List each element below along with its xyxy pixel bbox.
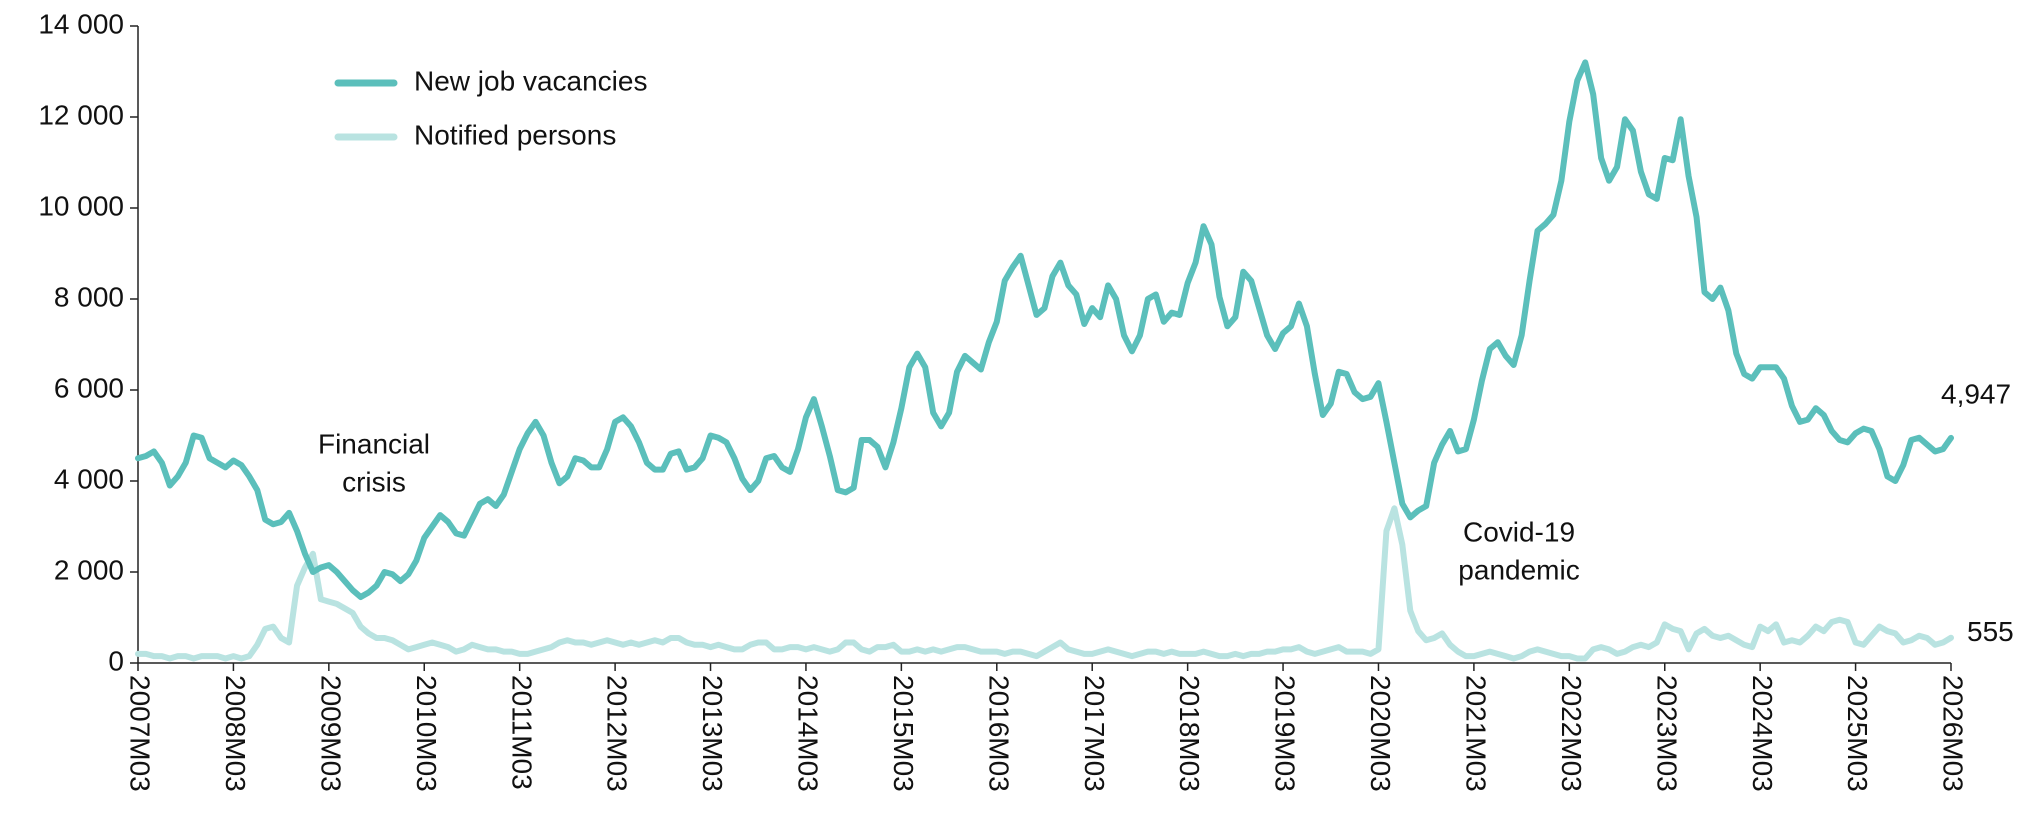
y-tick-label: 6 000: [54, 372, 124, 403]
x-tick-label: 2017M03: [1079, 675, 1110, 792]
x-tick-label: 2016M03: [983, 675, 1014, 792]
annotation: pandemic: [1458, 554, 1579, 585]
x-tick-label: 2020M03: [1365, 675, 1396, 792]
value-label: 555: [1967, 616, 2014, 647]
series-line: [135, 505, 1954, 662]
annotation: Financial: [318, 428, 430, 459]
x-tick-label: 2019M03: [1270, 675, 1301, 792]
x-tick-label: 2014M03: [793, 675, 824, 792]
x-tick-label: 2022M03: [1556, 675, 1587, 792]
y-tick-label: 4 000: [54, 463, 124, 494]
x-tick-label: 2021M03: [1461, 675, 1492, 792]
legend-label: Notified persons: [414, 119, 616, 150]
legend-label: New job vacancies: [414, 65, 647, 96]
x-tick-label: 2018M03: [1174, 675, 1205, 792]
x-tick-label: 2023M03: [1651, 675, 1682, 792]
x-tick-label: 2009M03: [315, 675, 346, 792]
annotation: Covid-19: [1463, 516, 1575, 547]
x-tick-label: 2012M03: [602, 675, 633, 792]
x-tick-label: 2024M03: [1747, 675, 1778, 792]
annotation: crisis: [342, 466, 406, 497]
y-tick-label: 10 000: [38, 190, 124, 221]
y-tick-label: 14 000: [38, 8, 124, 39]
x-tick-label: 2007M03: [125, 675, 156, 792]
y-tick-label: 8 000: [54, 281, 124, 312]
x-tick-label: 2010M03: [411, 675, 442, 792]
x-tick-label: 2026M03: [1938, 675, 1969, 792]
x-tick-label: 2008M03: [220, 675, 251, 792]
x-tick-label: 2025M03: [1842, 675, 1873, 792]
x-tick-label: 2013M03: [697, 675, 728, 792]
x-tick-label: 2011M03: [506, 675, 537, 790]
y-tick-label: 2 000: [54, 554, 124, 585]
y-tick-label: 12 000: [38, 99, 124, 130]
y-tick-label: 0: [108, 645, 124, 676]
x-tick-label: 2015M03: [888, 675, 919, 792]
series-line: [135, 59, 1954, 601]
value-label: 4,947: [1941, 378, 2011, 409]
